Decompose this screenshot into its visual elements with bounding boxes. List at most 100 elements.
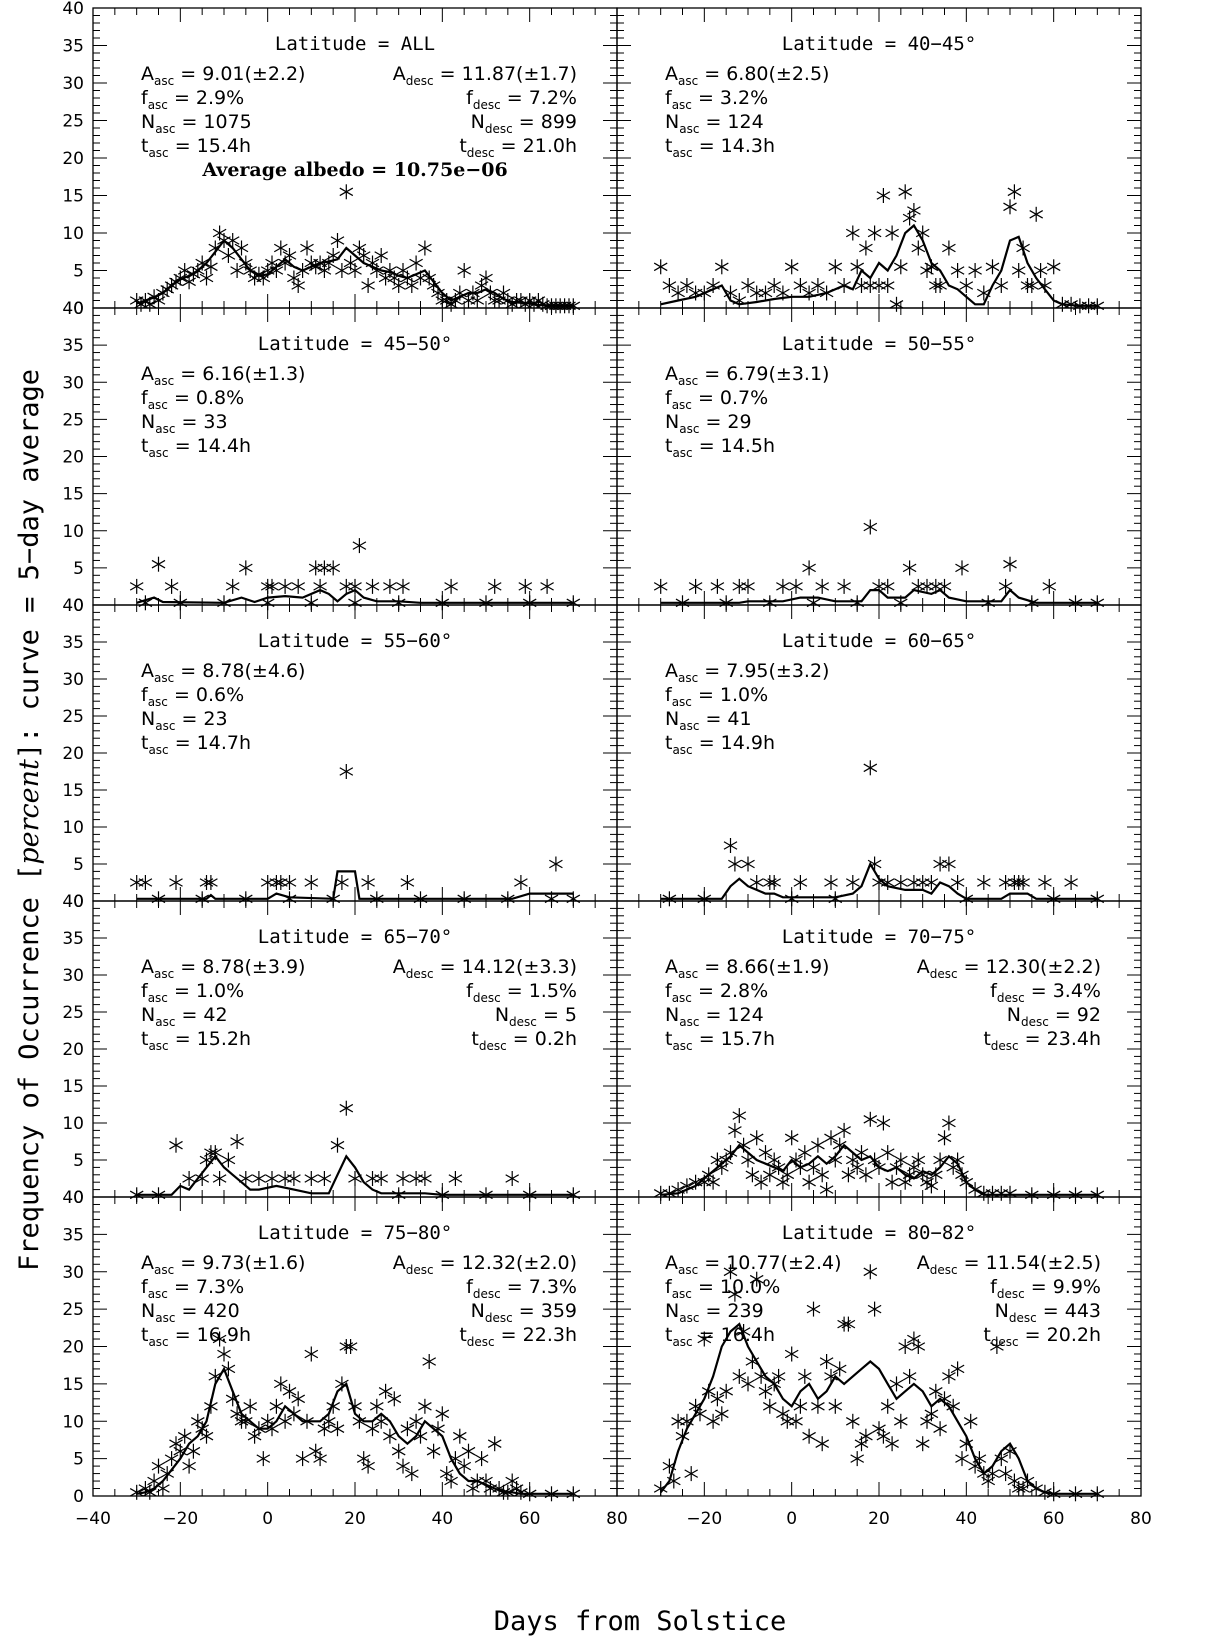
point-stroke [815, 1439, 830, 1448]
data-point [802, 560, 816, 576]
point-stroke [723, 288, 738, 298]
point-stroke [160, 1469, 175, 1478]
point-stroke [212, 1174, 227, 1183]
point-stroke [339, 1103, 354, 1113]
point-stroke [867, 859, 882, 869]
stat-value: = 15.4h [169, 135, 251, 157]
data-point [230, 1134, 244, 1149]
asc-stat: Nasc = 239 [665, 1300, 764, 1325]
point-stroke [217, 1349, 231, 1359]
data-point [479, 270, 493, 286]
point-stroke [950, 878, 965, 887]
y-tick-label: 25 [62, 707, 84, 727]
data-point [867, 856, 882, 872]
point-stroke [422, 273, 437, 283]
data-point [876, 1115, 891, 1131]
point-stroke [885, 1439, 899, 1448]
stat-subscript: desc [479, 1039, 507, 1053]
data-point [326, 248, 341, 263]
point-stroke [369, 1402, 384, 1411]
stat-symbol: t [141, 135, 148, 157]
stat-value: = 20.2h [1019, 1324, 1101, 1346]
point-stroke [199, 273, 214, 283]
point-stroke [151, 559, 166, 569]
data-point [653, 259, 668, 275]
average-curve [660, 223, 1098, 307]
point-stroke [313, 1454, 327, 1463]
asc-stat: Aasc = 10.77(±2.4) [665, 1252, 842, 1277]
stat-value: = 9.9% [1025, 1276, 1101, 1298]
data-point [260, 875, 275, 890]
point-stroke [968, 266, 982, 275]
point-stroke [1016, 243, 1030, 253]
point-stroke [182, 1461, 196, 1471]
point-stroke [1046, 1489, 1061, 1499]
stat-subscript: asc [678, 1263, 698, 1277]
panel-3: Latitude = 45−50°Aasc = 6.16(±1.3)fasc =… [92, 307, 618, 611]
point-stroke [304, 1349, 319, 1359]
y-tick-label: 5 [73, 1450, 84, 1470]
stat-value: = 6.16(±1.3) [174, 363, 305, 385]
stat-value: = 3.4% [1025, 980, 1101, 1002]
data-point [138, 875, 153, 890]
stat-value: = 14.4h [169, 435, 251, 457]
desc-stat: tdesc = 0.2h [471, 1028, 577, 1053]
data-point [330, 1421, 345, 1437]
point-stroke [885, 1177, 899, 1187]
point-stroke [880, 582, 895, 591]
data-point [802, 285, 816, 301]
point-stroke [911, 243, 926, 253]
data-point [675, 1428, 690, 1444]
data-point [1029, 206, 1044, 222]
data-point [1003, 556, 1017, 572]
stat-symbol: N [665, 411, 679, 433]
data-point [671, 285, 685, 301]
y-tick-label: 25 [62, 1300, 84, 1320]
point-stroke [880, 1148, 895, 1157]
point-stroke [837, 582, 851, 591]
asc-stat: tasc = 14.5h [665, 435, 775, 460]
stat-subscript: asc [672, 446, 692, 460]
point-stroke [365, 1424, 380, 1433]
y-axis-title-part-3: ]: curve = 5−day average [14, 369, 45, 759]
data-point [749, 875, 764, 890]
point-stroke [522, 1489, 537, 1499]
data-point [732, 293, 747, 308]
point-stroke [374, 251, 389, 260]
point-stroke [1003, 202, 1017, 212]
point-stroke [361, 1461, 375, 1471]
asc-stat: Aasc = 8.66(±1.9) [665, 956, 829, 981]
point-stroke [985, 262, 1000, 272]
data-point [164, 578, 179, 594]
point-stroke [234, 243, 249, 253]
data-point [728, 1122, 742, 1138]
data-point [461, 1443, 476, 1459]
point-stroke [806, 1163, 821, 1172]
stat-value: = 0.8% [168, 387, 244, 409]
stat-value: = 41 [699, 708, 751, 730]
point-stroke [662, 1189, 677, 1198]
point-stroke [706, 281, 720, 290]
point-stroke [741, 1155, 755, 1165]
panel-4: Latitude = 50−55°Aasc = 6.79(±3.1)fasc =… [616, 307, 1142, 611]
data-point [714, 1406, 729, 1422]
point-stroke [889, 300, 904, 309]
point-stroke [169, 1439, 183, 1448]
panel-8: Latitude = 70−75°Aasc = 8.66(±1.9)fasc =… [616, 900, 1142, 1203]
point-stroke [968, 1185, 982, 1194]
point-stroke [352, 1417, 367, 1426]
panel-title: Latitude = 50−55° [782, 333, 976, 355]
data-point [837, 578, 851, 594]
point-stroke [863, 763, 878, 773]
point-stroke [828, 1155, 843, 1165]
point-stroke [841, 1319, 856, 1329]
point-stroke [212, 228, 227, 238]
stat-value: = 1.0% [692, 684, 768, 706]
point-stroke [208, 1372, 223, 1381]
point-stroke [317, 1174, 332, 1183]
stat-subscript: asc [148, 1039, 168, 1053]
point-stroke [745, 1170, 760, 1180]
data-point [487, 1436, 502, 1452]
stat-subscript: asc [148, 398, 168, 412]
data-point [907, 875, 921, 890]
